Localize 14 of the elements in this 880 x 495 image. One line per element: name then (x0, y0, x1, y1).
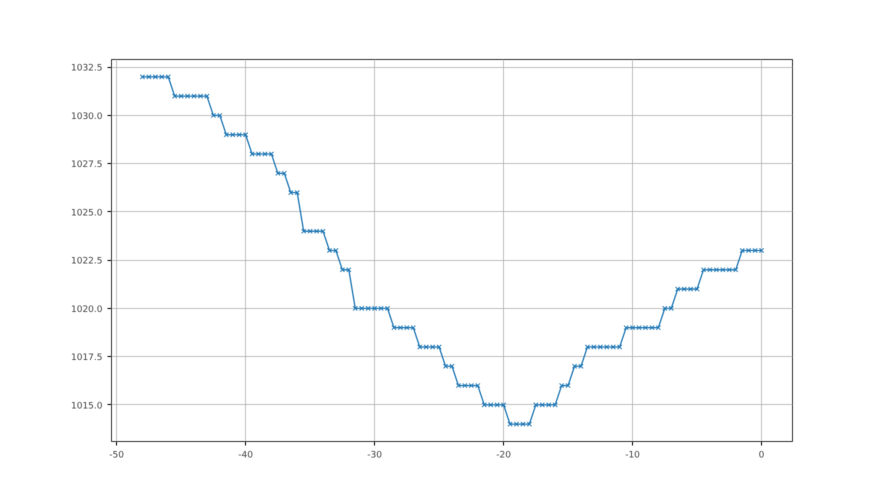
x-tick-label: -50 (109, 450, 124, 460)
y-tick-label: 1030.0 (71, 112, 103, 122)
x-tick-label: -20 (496, 450, 512, 460)
x-tick-label: -10 (625, 450, 640, 460)
y-tick-label: 1015.0 (71, 401, 103, 412)
y-tick-label: 1022.5 (71, 256, 103, 267)
x-tick-label: -40 (238, 450, 254, 460)
y-tick-label: 1020.0 (71, 304, 103, 315)
x-tick-label: -30 (367, 450, 382, 460)
y-tick-label: 1027.5 (71, 160, 103, 170)
y-tick-label: 1032.5 (71, 64, 103, 74)
y-tick-label: 1017.5 (71, 353, 103, 364)
y-tick-label: 1025.0 (71, 208, 103, 218)
x-tick-label: 0 (758, 450, 765, 460)
